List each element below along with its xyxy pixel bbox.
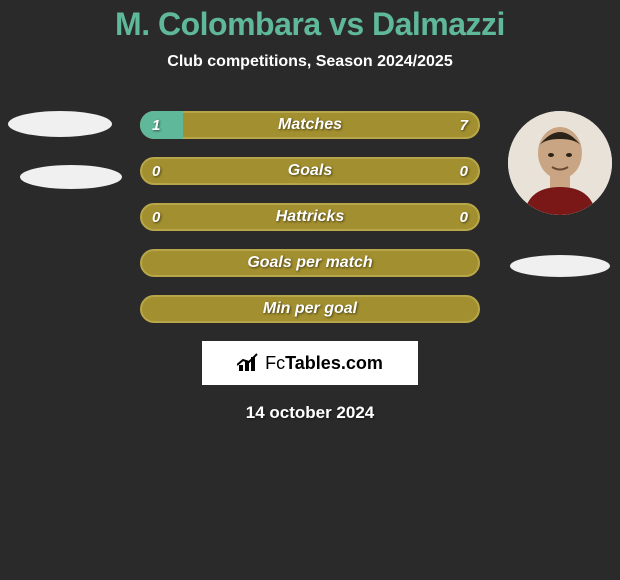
date: 14 october 2024 xyxy=(0,403,620,423)
bar-value-left: 1 xyxy=(152,111,160,139)
bar-label: Hattricks xyxy=(140,203,480,231)
page-title: M. Colombara vs Dalmazzi xyxy=(0,0,620,43)
logo-prefix: Fc xyxy=(265,353,285,373)
bars: Matches17Goals00Hattricks00Goals per mat… xyxy=(140,111,480,323)
bar-label: Min per goal xyxy=(140,295,480,323)
bar-row: Goals0 0 xyxy=(140,157,480,185)
player-avatar-right xyxy=(508,111,612,215)
bar-value-left: 0 xyxy=(152,157,160,185)
player-photo-icon xyxy=(508,111,612,215)
bar-row: Min per goal xyxy=(140,295,480,323)
logo-box: FcTables.com xyxy=(202,341,418,385)
logo-chart-icon xyxy=(237,353,261,373)
bar-row: Hattricks0 0 xyxy=(140,203,480,231)
chart-area: Matches17Goals00Hattricks00Goals per mat… xyxy=(0,111,620,423)
bar-label: Goals per match xyxy=(140,249,480,277)
bar-value-right: 7 xyxy=(460,111,468,139)
logo-text: FcTables.com xyxy=(265,353,383,374)
bar-row: Matches1 7 xyxy=(140,111,480,139)
logo-suffix: Tables.com xyxy=(285,353,383,373)
bar-value-right: 0 xyxy=(460,203,468,231)
subtitle: Club competitions, Season 2024/2025 xyxy=(0,53,620,71)
bar-label: Goals xyxy=(140,157,480,185)
player-avatar-left xyxy=(8,111,112,137)
player-name-oval-left xyxy=(20,165,122,189)
bar-label: Matches xyxy=(140,111,480,139)
bar-value-right: 0 xyxy=(460,157,468,185)
bar-value-left: 0 xyxy=(152,203,160,231)
player-name-oval-right xyxy=(510,255,610,277)
bar-row: Goals per match xyxy=(140,249,480,277)
